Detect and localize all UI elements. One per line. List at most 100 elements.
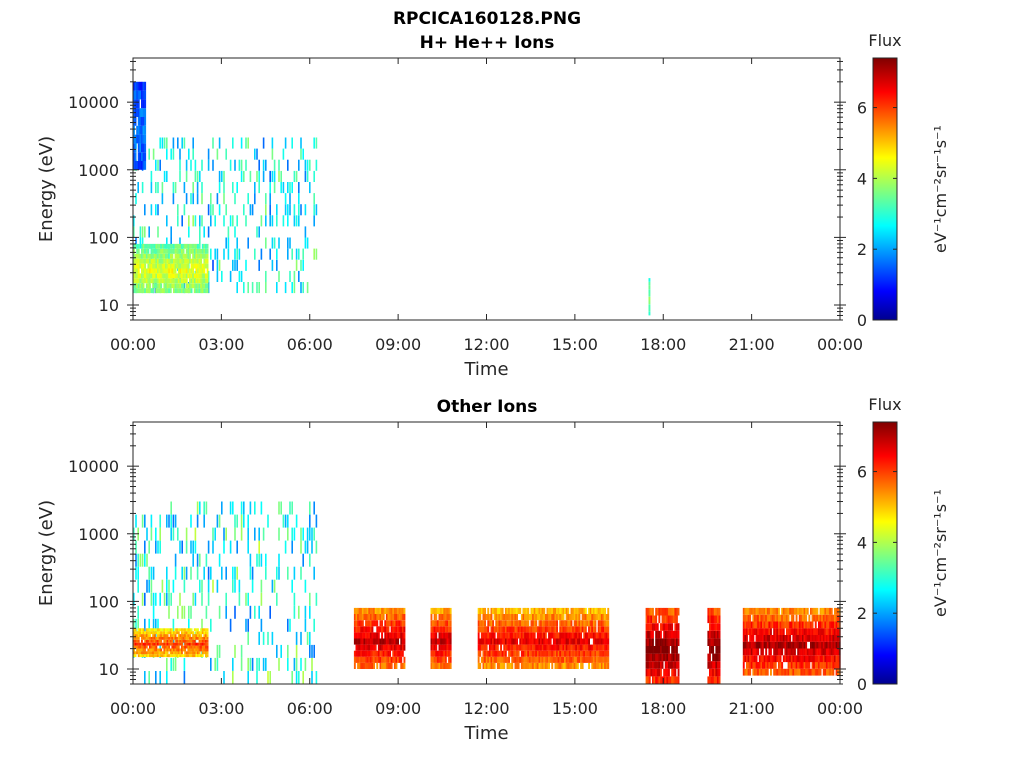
flux-cell: [787, 607, 790, 615]
flux-cell: [535, 638, 538, 645]
flux-cell: [501, 650, 504, 657]
flux-cell: [158, 268, 161, 274]
flux-cell: [192, 592, 194, 606]
flux-cell: [282, 514, 285, 528]
flux-cell: [746, 628, 748, 635]
flux-cell: [479, 620, 482, 627]
flux-cell: [161, 631, 164, 635]
flux-cell: [363, 650, 366, 657]
flux-cell: [567, 638, 570, 645]
flux-cell: [671, 607, 674, 616]
flux-cell: [522, 656, 525, 663]
flux-cell: [444, 656, 447, 663]
flux-cell: [530, 626, 533, 633]
flux-cell: [565, 638, 568, 645]
flux-cell: [218, 553, 221, 567]
flux-cell: [754, 668, 756, 676]
flux-cell: [430, 607, 433, 614]
flux-cell: [382, 638, 385, 645]
flux-cell: [607, 626, 610, 633]
flux-cell: [430, 662, 433, 669]
flux-cell: [766, 668, 769, 676]
flux-cell: [822, 607, 825, 615]
flux-cell: [247, 514, 249, 528]
flux-cell: [185, 159, 188, 171]
flux-cell: [192, 215, 194, 227]
flux-cell: [300, 657, 302, 671]
flux-cell: [139, 273, 142, 279]
flux-cell: [184, 263, 187, 269]
flux-cell: [144, 288, 147, 294]
flux-cell: [749, 655, 752, 663]
flux-cell: [182, 639, 185, 643]
flux-cell: [480, 638, 483, 645]
flux-cell: [814, 628, 817, 635]
flux-cell: [155, 671, 157, 684]
flux-cell: [152, 618, 155, 632]
flux-cell: [560, 644, 563, 651]
flux-cell: [389, 644, 391, 651]
flux-cell: [710, 661, 713, 669]
flux-cell: [174, 566, 177, 580]
flux-cell: [379, 644, 382, 651]
flux-cell: [137, 273, 140, 279]
flux-cell: [379, 650, 382, 657]
flux-cell: [189, 639, 191, 643]
flux-cell: [163, 592, 166, 606]
flux-cell: [169, 248, 172, 254]
flux-cell: [797, 607, 800, 615]
flux-cell: [150, 514, 153, 528]
flux-cell: [163, 631, 166, 635]
flux-cell: [381, 650, 383, 657]
flux-cell: [546, 620, 549, 627]
flux-cell: [249, 553, 252, 567]
flux-cell: [184, 631, 187, 635]
flux-cell: [187, 639, 190, 643]
flux-cell: [766, 655, 769, 663]
flux-cell: [808, 668, 811, 676]
flux-cell: [773, 628, 776, 635]
flux-cell: [190, 540, 192, 554]
flux-cell: [710, 630, 713, 639]
flux-cell: [177, 645, 180, 649]
flux-cell: [398, 650, 401, 657]
flux-cell: [145, 253, 148, 259]
flux-cell: [273, 237, 276, 249]
flux-cell: [433, 614, 436, 621]
flux-cell: [298, 182, 300, 194]
flux-cell: [353, 638, 356, 645]
flux-cell: [835, 614, 838, 622]
flux-cell: [177, 631, 180, 635]
flux-cell: [541, 656, 544, 663]
flux-cell: [284, 514, 287, 528]
flux-cell: [525, 662, 528, 669]
flux-cell: [207, 159, 210, 171]
flux-cell: [163, 137, 166, 149]
flux-cell: [293, 270, 296, 282]
flux-cell: [712, 615, 715, 624]
flux-cell: [527, 607, 530, 614]
flux-cell: [234, 259, 236, 271]
flux-cell: [508, 650, 510, 657]
flux-cell: [527, 650, 530, 657]
flux-cell: [496, 607, 499, 614]
flux-cell: [133, 152, 135, 161]
flux-cell: [174, 642, 177, 646]
flux-cell: [166, 148, 168, 160]
flux-cell: [565, 632, 568, 639]
flux-cell: [304, 540, 307, 554]
flux-cell: [293, 282, 296, 294]
flux-cell: [524, 620, 526, 627]
flux-cell: [179, 243, 182, 249]
flux-cell: [658, 607, 661, 616]
flux-cell: [190, 648, 193, 652]
flux-cell: [482, 662, 485, 669]
flux-cell: [373, 656, 375, 663]
flux-cell: [556, 644, 558, 651]
flux-cell: [207, 148, 210, 160]
flux-cell: [403, 662, 406, 669]
flux-cell: [403, 620, 406, 627]
flux-cell: [158, 283, 161, 289]
flux-cell: [200, 283, 203, 289]
flux-cell: [546, 614, 549, 621]
